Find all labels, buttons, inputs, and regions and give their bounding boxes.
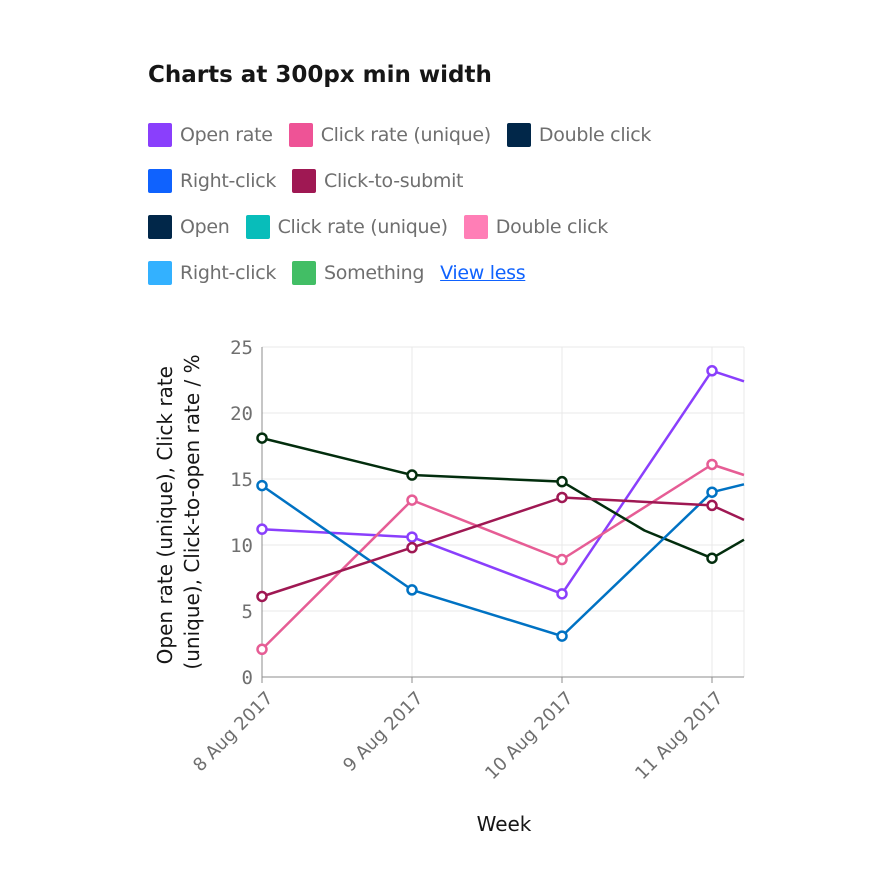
chart-title: Charts at 300px min width xyxy=(148,62,492,88)
data-point xyxy=(556,475,568,488)
legend-item-open[interactable]: Open xyxy=(148,215,230,239)
legend-label: Right-click xyxy=(180,170,277,192)
legend-item-click-rate-unique-2[interactable]: Click rate (unique) xyxy=(245,215,449,239)
legend-item-click-rate-unique[interactable]: Click rate (unique) xyxy=(288,123,492,147)
legend-label: Something xyxy=(324,262,425,284)
data-point xyxy=(406,541,418,554)
legend-label: Double click xyxy=(538,124,652,146)
legend-item-right-click[interactable]: Right-click xyxy=(148,169,276,193)
legend-item-something[interactable]: Something xyxy=(292,261,424,285)
legend-label: Click-to-submit xyxy=(324,170,464,192)
grid xyxy=(262,346,745,677)
data-point xyxy=(706,486,718,498)
data-point xyxy=(406,469,418,481)
data-point xyxy=(406,584,418,596)
y-tick-label: 5 xyxy=(242,601,253,623)
x-axis-title: Week xyxy=(477,812,532,836)
legend-row: Right-click Something View less xyxy=(148,250,748,296)
series-line xyxy=(261,369,745,596)
legend-swatch xyxy=(148,123,172,147)
legend-label: Open rate xyxy=(180,124,273,146)
data-point xyxy=(706,499,718,512)
y-axis-title: Open rate (unique), Click rate (unique),… xyxy=(153,354,204,669)
data-point xyxy=(706,552,718,564)
legend-label: Right-click xyxy=(180,262,277,284)
data-point xyxy=(556,491,568,504)
legend-swatch xyxy=(292,169,317,193)
y-tick-label: 15 xyxy=(230,469,253,491)
series-line xyxy=(261,463,745,651)
data-point xyxy=(256,432,268,444)
legend-label: Click rate (unique) xyxy=(320,124,492,146)
data-point xyxy=(556,588,568,600)
legend-item-right-click-2[interactable]: Right-click xyxy=(148,261,276,285)
x-tick-label: 10 Aug 2017 xyxy=(481,688,577,784)
legend-swatch xyxy=(288,123,313,147)
data-point xyxy=(706,458,718,471)
x-tick-label: 11 Aug 2017 xyxy=(631,688,727,784)
data-point xyxy=(706,365,718,377)
y-tick-label: 0 xyxy=(242,667,253,689)
y-tick-label: 25 xyxy=(230,337,253,359)
series-line xyxy=(261,436,745,560)
legend-item-double-click-2[interactable]: Double click xyxy=(463,215,609,239)
y-tick-label: 20 xyxy=(230,403,253,425)
legend-row: Open Click rate (unique) Double click xyxy=(148,204,748,250)
legend-swatch xyxy=(506,123,531,147)
data-point xyxy=(256,643,268,656)
legend: Open rate Click rate (unique) Double cli… xyxy=(148,112,748,296)
legend-label: Open xyxy=(180,216,230,238)
legend-row: Right-click Click-to-submit xyxy=(148,158,748,204)
legend-swatch xyxy=(148,169,172,193)
data-point xyxy=(556,553,568,566)
y-axis-title-line: Open rate (unique), Click rate xyxy=(153,366,177,664)
x-tick-label: 9 Aug 2017 xyxy=(339,688,427,776)
legend-item-click-to-submit[interactable]: Click-to-submit xyxy=(292,169,464,193)
legend-swatch xyxy=(292,261,317,285)
axes: 0 5 10 15 20 25 8 Aug 2017 9 Aug 2017 10 Aug 201… xyxy=(189,337,744,784)
data-point xyxy=(256,523,268,535)
legend-label: Double click xyxy=(495,216,609,238)
data-point xyxy=(556,630,568,642)
series-line xyxy=(261,496,745,598)
legend-swatch xyxy=(463,215,488,239)
y-tick-label: 10 xyxy=(230,535,253,557)
legend-swatch xyxy=(148,215,172,239)
data-point xyxy=(406,494,418,506)
series-points xyxy=(256,365,718,656)
legend-row: Open rate Click rate (unique) Double cli… xyxy=(148,112,748,158)
x-tick-label: 8 Aug 2017 xyxy=(189,688,277,776)
data-point xyxy=(256,590,268,603)
legend-item-double-click[interactable]: Double click xyxy=(506,123,652,147)
series-line xyxy=(261,483,745,638)
legend-label: Click rate (unique) xyxy=(277,216,449,238)
legend-swatch xyxy=(245,215,270,239)
data-point xyxy=(256,479,268,492)
legend-swatch xyxy=(148,261,172,285)
view-less-link[interactable]: View less xyxy=(440,262,526,284)
legend-item-open-rate[interactable]: Open rate xyxy=(148,123,273,147)
data-point xyxy=(406,531,418,543)
y-axis-title-line: (unique), Click-to-open rate / % xyxy=(180,354,204,669)
